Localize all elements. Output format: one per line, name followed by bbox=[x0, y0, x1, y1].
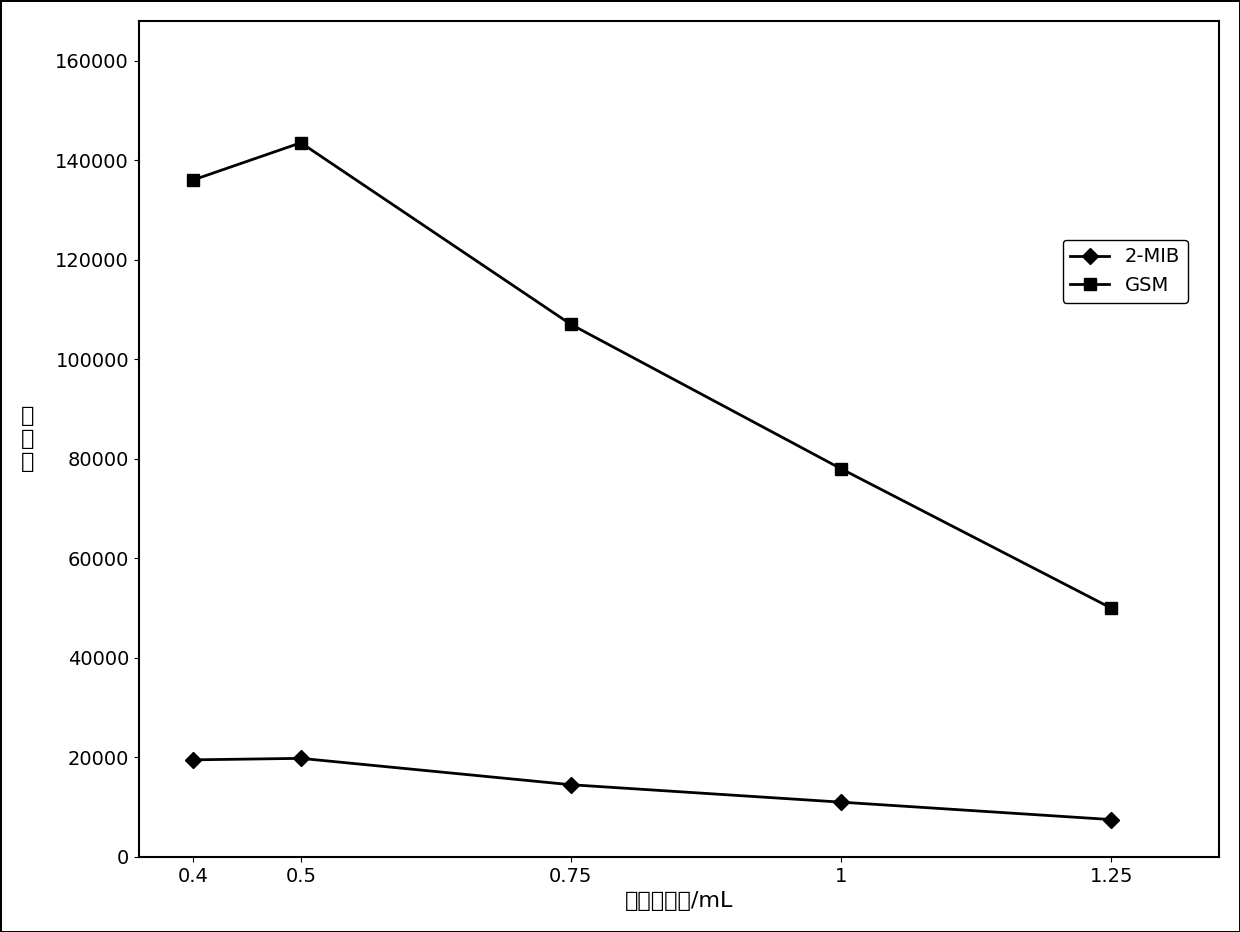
GSM bbox=[563, 319, 578, 330]
2-MIB bbox=[185, 754, 200, 765]
GSM bbox=[1104, 602, 1118, 613]
GSM bbox=[833, 463, 848, 474]
X-axis label: 萃取剂用量/mL: 萃取剂用量/mL bbox=[625, 891, 733, 911]
Y-axis label: 峰
面
积: 峰 面 积 bbox=[21, 405, 35, 473]
2-MIB bbox=[1104, 814, 1118, 825]
Line: GSM: GSM bbox=[187, 137, 1117, 613]
2-MIB bbox=[294, 753, 309, 764]
Line: 2-MIB: 2-MIB bbox=[187, 753, 1117, 825]
2-MIB bbox=[563, 779, 578, 790]
GSM bbox=[185, 174, 200, 185]
2-MIB bbox=[833, 797, 848, 808]
GSM bbox=[294, 137, 309, 148]
Legend: 2-MIB, GSM: 2-MIB, GSM bbox=[1063, 240, 1188, 303]
